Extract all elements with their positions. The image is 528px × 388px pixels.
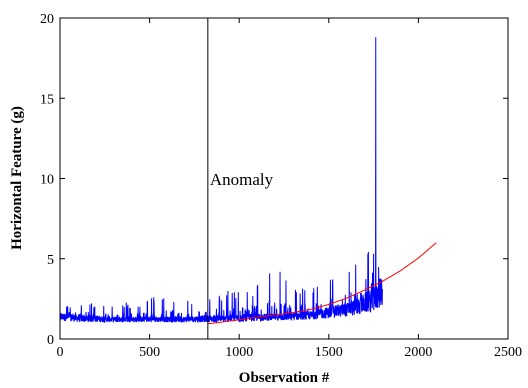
axis-ticks: 0 500 1000 1500 2000 2500 0 5 10 15 20: [40, 12, 522, 360]
x-tick-label: 500: [139, 345, 160, 360]
blue-data-line: [59, 37, 384, 324]
x-axis-label: Observation #: [239, 370, 330, 386]
anomaly-annotation: Anomaly: [210, 170, 274, 189]
y-tick-label: 15: [40, 92, 54, 107]
plot-lines: [59, 18, 437, 339]
x-tick-label: 0: [57, 345, 64, 360]
y-tick-label: 0: [47, 333, 54, 348]
y-tick-label: 5: [47, 253, 54, 268]
plot-area: [60, 18, 508, 339]
y-tick-label: 10: [40, 173, 54, 188]
y-tick-label: 20: [40, 12, 54, 27]
red-trend-line: [207, 242, 437, 325]
y-axis-label: Horizontal Feature (g): [9, 106, 25, 250]
x-tick-label: 2000: [404, 345, 432, 360]
x-tick-label: 2500: [494, 345, 522, 360]
x-tick-label: 1500: [315, 345, 343, 360]
x-tick-label: 1000: [225, 345, 253, 360]
